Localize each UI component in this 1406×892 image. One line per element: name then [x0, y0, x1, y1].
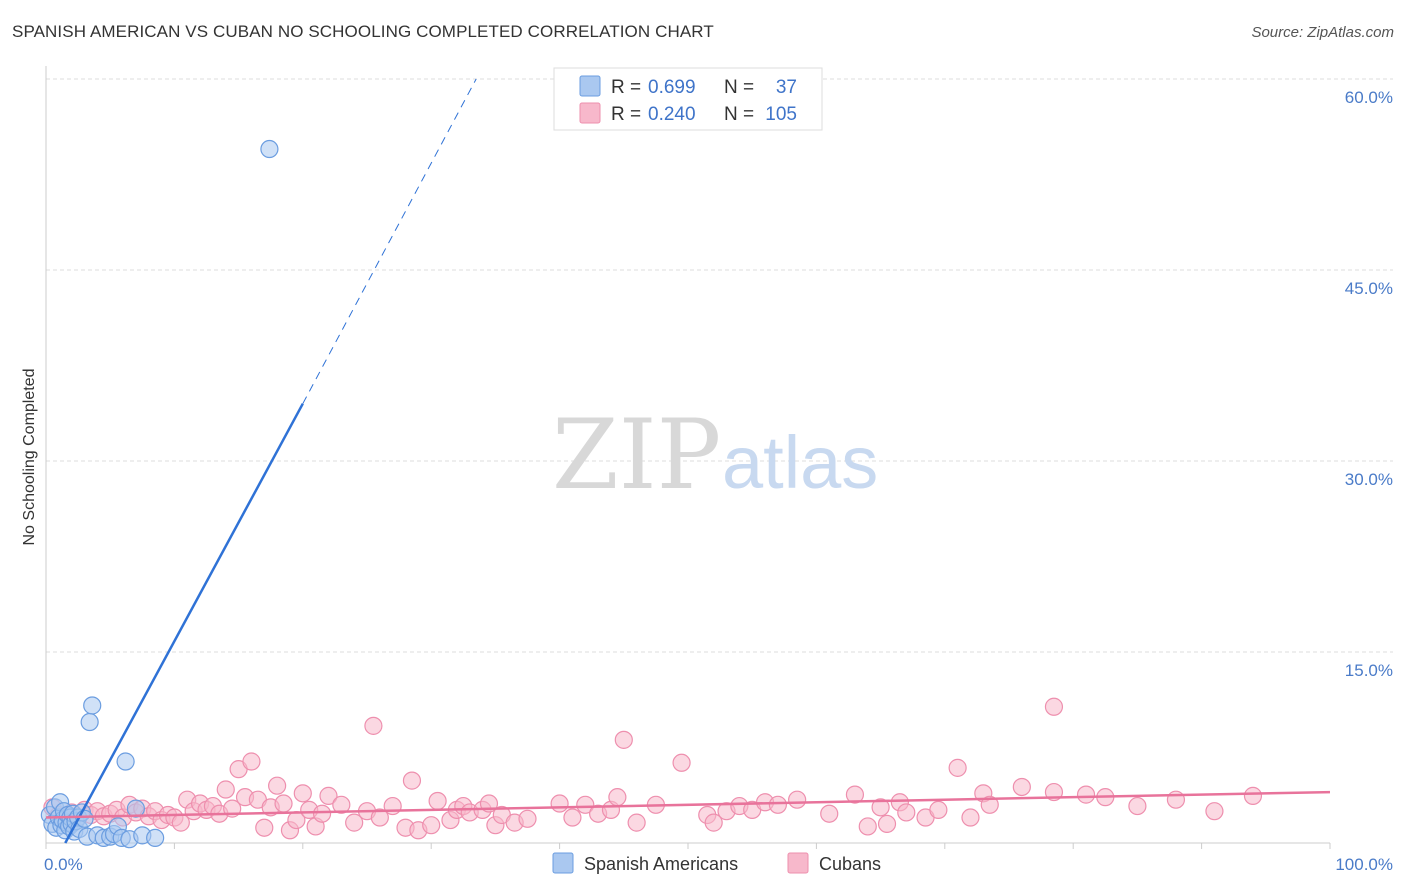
cubans-point-48: [370, 808, 389, 827]
cubans-point-64: [518, 809, 537, 828]
legend-r-value-2: 0.240: [648, 104, 696, 125]
cubans-point-89: [897, 803, 916, 822]
x-tick-max: 100.0%: [1335, 855, 1393, 874]
y-axis-label: No Schooling Completed: [21, 369, 38, 546]
cubans-points: [43, 697, 1263, 840]
cubans-point-97: [1044, 697, 1064, 716]
cubans-point-31: [242, 752, 261, 771]
spanish-americans-points: [40, 139, 279, 849]
cubans-point-39: [293, 784, 312, 803]
cubans-point-99: [1076, 785, 1096, 804]
legend-swatch-pink: [579, 102, 601, 124]
cubans-point-82: [788, 790, 807, 809]
cubans-point-36: [274, 794, 293, 813]
grid-lines: [46, 78, 1393, 653]
cubans-point-51: [402, 771, 422, 790]
cubans-point-72: [627, 813, 646, 832]
cubans-point-91: [929, 800, 948, 819]
cubans-point-96: [1012, 777, 1031, 797]
spanish-americans-trend-line: [64, 403, 304, 844]
spanish-americans-point-35: [146, 828, 165, 848]
legend-n-label-2: N =: [724, 104, 754, 125]
cubans-point-74: [672, 753, 691, 772]
cubans-point-104: [1243, 786, 1263, 805]
cubans-point-86: [871, 798, 890, 817]
cubans-point-84: [845, 785, 865, 804]
x-tick-min: 0.0%: [44, 855, 83, 874]
cubans-point-87: [877, 814, 897, 834]
cubans-point-67: [576, 795, 595, 814]
spanish-americans-point-31: [116, 752, 135, 771]
cubans-point-66: [563, 808, 582, 827]
legend-n-value-2: 105: [765, 104, 797, 125]
legend-r-value-1: 0.699: [648, 77, 696, 98]
watermark-atlas: atlas: [722, 421, 878, 504]
cubans-point-92: [948, 758, 967, 777]
cubans-point-76: [704, 813, 723, 832]
spanish-americans-point-23: [80, 712, 99, 732]
watermark-zip: ZIP: [552, 399, 721, 511]
y-tick-labels: 15.0% 30.0% 45.0% 60.0%: [1345, 88, 1393, 680]
cubans-point-44: [332, 795, 351, 814]
cubans-point-71: [614, 730, 633, 749]
cubans-point-54: [428, 791, 447, 811]
cubans-point-53: [422, 816, 441, 835]
cubans-point-101: [1128, 796, 1147, 816]
spanish-americans-point-24: [83, 696, 102, 715]
cubans-point-65: [550, 794, 569, 813]
axes: [45, 66, 1331, 849]
y-tick-label-60: 60.0%: [1345, 88, 1393, 107]
cubans-point-83: [820, 804, 839, 823]
series-legend-swatch-pink: [787, 852, 809, 874]
cubans-point-81: [768, 795, 787, 814]
cubans-point-103: [1205, 802, 1224, 821]
legend-n-label-1: N =: [724, 77, 754, 98]
series-legend-label-2: Cubans: [819, 854, 881, 874]
cubans-point-85: [858, 817, 877, 836]
chart-title: SPANISH AMERICAN VS CUBAN NO SCHOOLING C…: [12, 22, 714, 41]
cubans-point-33: [255, 818, 274, 837]
cubans-point-95: [980, 795, 999, 814]
y-tick-label-15: 15.0%: [1345, 661, 1393, 680]
cubans-point-45: [345, 813, 364, 832]
cubans-point-43: [319, 786, 338, 805]
cubans-point-27: [216, 780, 235, 799]
spanish-americans-trend-extension: [302, 78, 477, 404]
cubans-point-42: [312, 804, 332, 823]
chart-source: Source: ZipAtlas.com: [1251, 24, 1394, 41]
trend-lines: [45, 78, 1331, 844]
cubans-point-47: [364, 716, 383, 735]
series-legend: Spanish Americans Cubans: [552, 852, 881, 874]
cubans-point-35: [268, 776, 287, 795]
series-legend-swatch-blue: [552, 852, 574, 874]
y-tick-label-45: 45.0%: [1345, 279, 1393, 298]
spanish-americans-point-33: [126, 799, 145, 818]
cubans-point-70: [608, 788, 627, 807]
stats-legend: R = 0.699 N = 37 R = 0.240 N = 105: [553, 67, 823, 131]
legend-swatch-blue: [579, 75, 601, 97]
series-legend-label-1: Spanish Americans: [584, 854, 738, 874]
cubans-point-93: [961, 808, 980, 827]
legend-r-label-1: R =: [611, 77, 641, 98]
y-tick-label-30: 30.0%: [1345, 470, 1393, 489]
spanish-americans-point-36: [260, 139, 279, 159]
legend-n-value-1: 37: [776, 77, 797, 98]
legend-r-label-2: R =: [611, 104, 641, 125]
cubans-trend-line: [45, 790, 1331, 819]
